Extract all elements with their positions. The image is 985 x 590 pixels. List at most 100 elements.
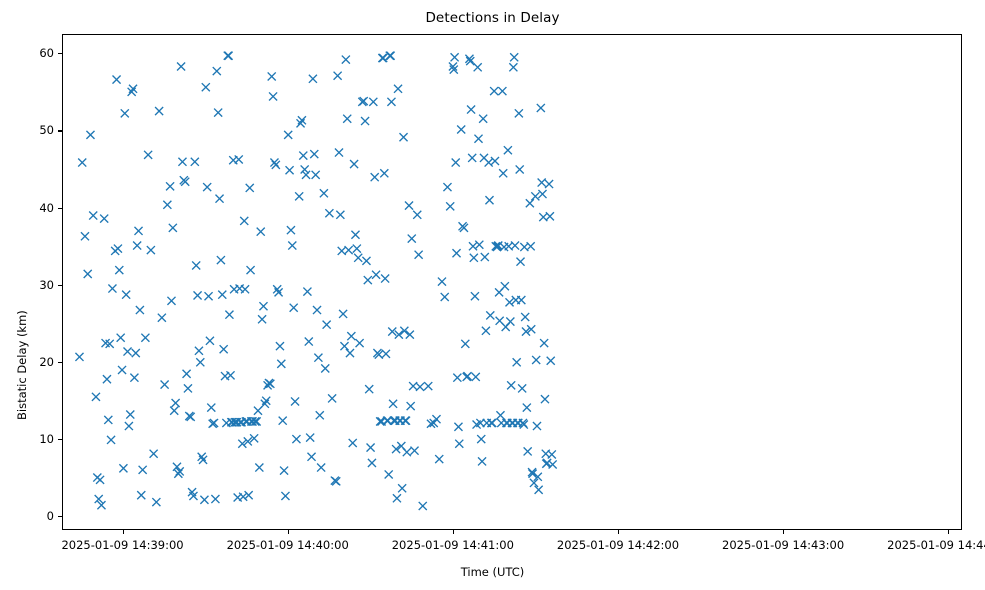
scatter-point [451, 158, 461, 168]
scatter-point [465, 56, 475, 66]
scatter-point [404, 201, 414, 211]
scatter-point [454, 439, 464, 449]
scatter-point [394, 330, 404, 340]
scatter-point [202, 182, 212, 192]
scatter-point [450, 52, 460, 62]
scatter-point [240, 284, 250, 294]
scatter-point [283, 130, 293, 140]
scatter-point [537, 189, 547, 199]
scatter-point [91, 392, 101, 402]
scatter-point [544, 179, 554, 189]
scatter-point [449, 65, 459, 75]
scatter-point [392, 493, 402, 503]
scatter-point [246, 265, 256, 275]
x-tick-mark [452, 530, 454, 534]
scatter-point [191, 260, 201, 270]
scatter-point [113, 244, 123, 254]
scatter-point [437, 277, 447, 287]
scatter-point [154, 106, 164, 116]
scatter-point [367, 458, 377, 468]
scatter-point [198, 455, 208, 465]
scatter-point [393, 84, 403, 94]
scatter-point [285, 165, 295, 175]
scatter-point [271, 160, 281, 170]
y-tick-label: 10 [39, 431, 54, 446]
scatter-point [256, 227, 266, 237]
scatter-point [500, 281, 510, 291]
scatter-point [124, 421, 134, 431]
scatter-point [296, 118, 306, 128]
scatter-point [464, 54, 474, 64]
scatter-point [143, 150, 153, 160]
scatter-point [267, 71, 277, 81]
y-tick-label: 0 [46, 509, 54, 524]
plot-area [62, 34, 962, 530]
scatter-point [194, 346, 204, 356]
scatter-point [175, 466, 185, 476]
scatter-point [406, 401, 416, 411]
scatter-point [297, 115, 307, 125]
scatter-point [134, 226, 144, 236]
scatter-point [313, 353, 323, 363]
scatter-point [522, 403, 532, 413]
scatter-point [265, 379, 275, 389]
scatter-point [342, 114, 352, 124]
scatter-point [506, 380, 516, 390]
scatter-point [344, 245, 354, 255]
scatter-point [341, 55, 351, 65]
scatter-point [476, 434, 486, 444]
scatter-point [533, 472, 543, 482]
y-tick-label: 40 [39, 200, 54, 215]
scatter-point [252, 416, 262, 426]
scatter-point [225, 370, 236, 380]
scatter-point [309, 149, 319, 159]
scatter-point [168, 223, 178, 233]
x-tick-label: 2025-01-09 14:44:00 [887, 538, 985, 552]
scatter-point [311, 170, 321, 180]
scatter-point [471, 372, 481, 382]
scatter-point [103, 415, 113, 425]
scatter-point [205, 336, 215, 346]
scatter-point [399, 132, 409, 142]
scatter-point [514, 108, 524, 118]
scatter-point [530, 191, 540, 201]
scatter-point [199, 495, 209, 505]
scatter-point [257, 314, 267, 324]
scatter-point [352, 244, 362, 254]
scatter-point [195, 357, 205, 367]
scatter-point [374, 350, 384, 360]
scatter-point [107, 284, 117, 294]
scatter-point [387, 327, 397, 337]
scatter-point [172, 462, 182, 472]
scatter-point [183, 383, 193, 393]
scatter-point [473, 62, 483, 72]
scatter-point [386, 51, 396, 61]
scatter-point [370, 172, 380, 182]
scatter-point [160, 380, 170, 390]
scatter-point [298, 151, 308, 161]
scatter-point [532, 421, 542, 431]
scatter-point [244, 490, 254, 500]
scatter-point [345, 348, 355, 358]
scatter-point [497, 86, 507, 96]
scatter-point [505, 317, 515, 327]
scatter-point [536, 103, 546, 113]
scatter-point [526, 324, 536, 334]
scatter-point [280, 491, 290, 501]
scatter-point [254, 463, 264, 473]
scatter-point [523, 446, 533, 456]
scatter-point [121, 290, 131, 300]
scatter-point [312, 305, 322, 315]
scatter-point [442, 182, 452, 192]
scatter-point [360, 116, 370, 126]
scatter-point [276, 359, 286, 369]
scatter-point [388, 399, 398, 409]
scatter-point [346, 331, 356, 341]
scatter-point [368, 97, 378, 107]
scatter-point [528, 469, 538, 479]
scatter-point [274, 287, 284, 297]
scatter-point [378, 53, 388, 63]
x-tick-label: 2025-01-09 14:42:00 [556, 538, 680, 552]
scatter-point [509, 52, 519, 62]
scatter-point [216, 255, 226, 265]
